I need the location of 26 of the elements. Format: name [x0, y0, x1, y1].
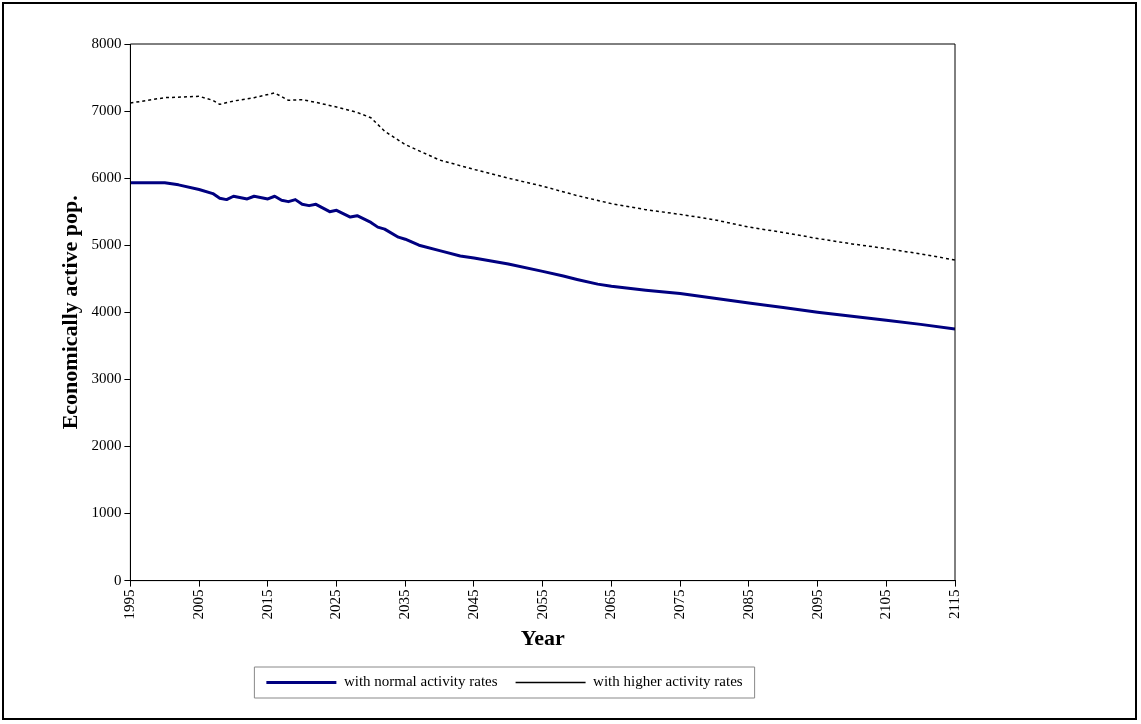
x-tick-label: 1995 [121, 589, 138, 620]
y-tick-label: 1000 [91, 504, 122, 521]
x-tick-label: 2035 [396, 589, 413, 620]
x-tick-label: 2015 [258, 589, 275, 620]
y-tick-label: 3000 [91, 370, 122, 387]
x-tick-label: 2075 [671, 589, 688, 620]
y-tick-label: 8000 [91, 34, 122, 51]
legend-label: with higher activity rates [593, 673, 743, 690]
x-tick-label: 2085 [739, 589, 756, 620]
x-tick-label: 2005 [190, 589, 207, 620]
x-tick-label: 2045 [464, 589, 481, 620]
y-axis-title: Economically active pop. [56, 195, 82, 430]
legend-label: with normal activity rates [343, 673, 498, 690]
x-axis-title: Year [520, 625, 565, 651]
x-tick-label: 2095 [808, 589, 825, 620]
x-tick-label: 2055 [533, 589, 550, 620]
y-tick-label: 4000 [91, 303, 122, 320]
y-tick-label: 2000 [91, 437, 122, 454]
y-tick-label: 5000 [91, 236, 122, 253]
x-tick-label: 2115 [945, 589, 962, 620]
y-tick-label: 0 [113, 571, 122, 588]
x-tick-label: 2105 [877, 589, 894, 620]
y-tick-label: 6000 [91, 169, 122, 186]
y-tick-label: 7000 [91, 102, 122, 119]
x-tick-label: 2065 [602, 589, 619, 620]
x-tick-label: 2025 [327, 589, 344, 620]
